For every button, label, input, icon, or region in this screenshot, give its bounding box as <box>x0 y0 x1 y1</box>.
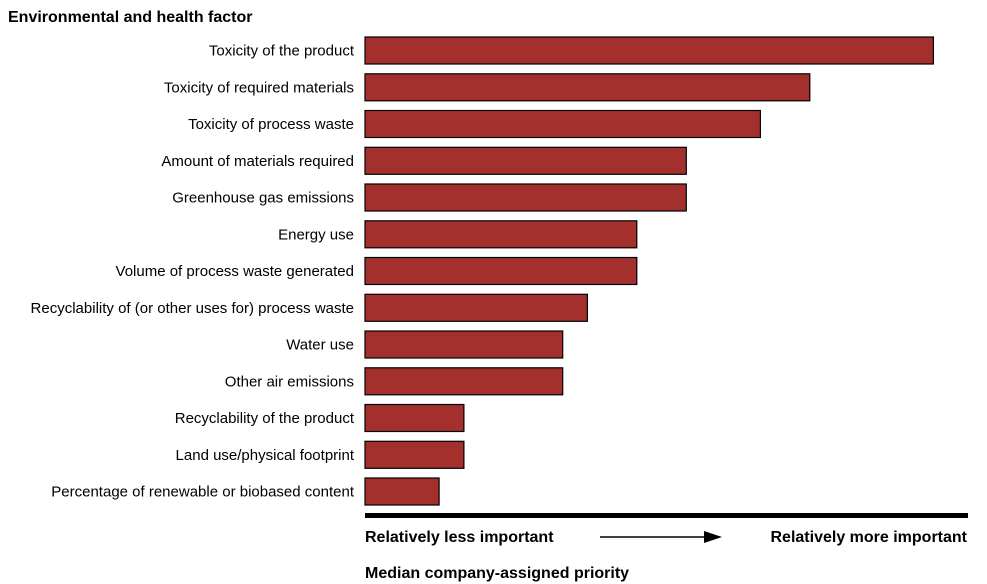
bar-12 <box>364 440 465 469</box>
bar-11 <box>364 403 465 433</box>
bar-5 <box>364 183 687 212</box>
chart-title: Environmental and health factor <box>8 9 252 26</box>
category-label-4: Amount of materials required <box>161 153 354 170</box>
bar-7 <box>364 256 638 286</box>
category-label-13: Percentage of renewable or biobased cont… <box>51 484 355 501</box>
category-label-2: Toxicity of required materials <box>164 79 354 96</box>
category-label-9: Water use <box>286 337 354 354</box>
category-label-3: Toxicity of process waste <box>188 116 354 133</box>
category-label-12: Land use/physical footprint <box>176 447 355 464</box>
bars-group <box>364 36 935 506</box>
arrow-right-icon <box>704 531 722 543</box>
category-label-1: Toxicity of the product <box>209 43 355 60</box>
bar-4 <box>364 146 687 175</box>
category-label-8: Recyclability of (or other uses for) pro… <box>31 300 354 317</box>
category-label-6: Energy use <box>278 226 354 243</box>
x-axis-line <box>365 513 968 518</box>
bar-2 <box>364 73 811 102</box>
scale-low-label: Relatively less important <box>365 529 554 546</box>
category-label-5: Greenhouse gas emissions <box>172 190 354 207</box>
bar-6 <box>364 220 638 249</box>
bar-8 <box>364 293 588 322</box>
x-axis-title: Median company-assigned priority <box>365 565 629 582</box>
category-label-11: Recyclability of the product <box>175 410 355 427</box>
scale-high-label: Relatively more important <box>771 529 968 546</box>
bar-9 <box>364 330 564 359</box>
bar-10 <box>364 367 564 396</box>
category-label-7: Volume of process waste generated <box>116 263 354 280</box>
category-label-10: Other air emissions <box>225 373 354 390</box>
category-labels: Toxicity of the product Toxicity of requi… <box>31 43 355 501</box>
bar-1 <box>364 36 935 65</box>
bar-3 <box>364 109 761 139</box>
bar-13 <box>364 477 440 506</box>
